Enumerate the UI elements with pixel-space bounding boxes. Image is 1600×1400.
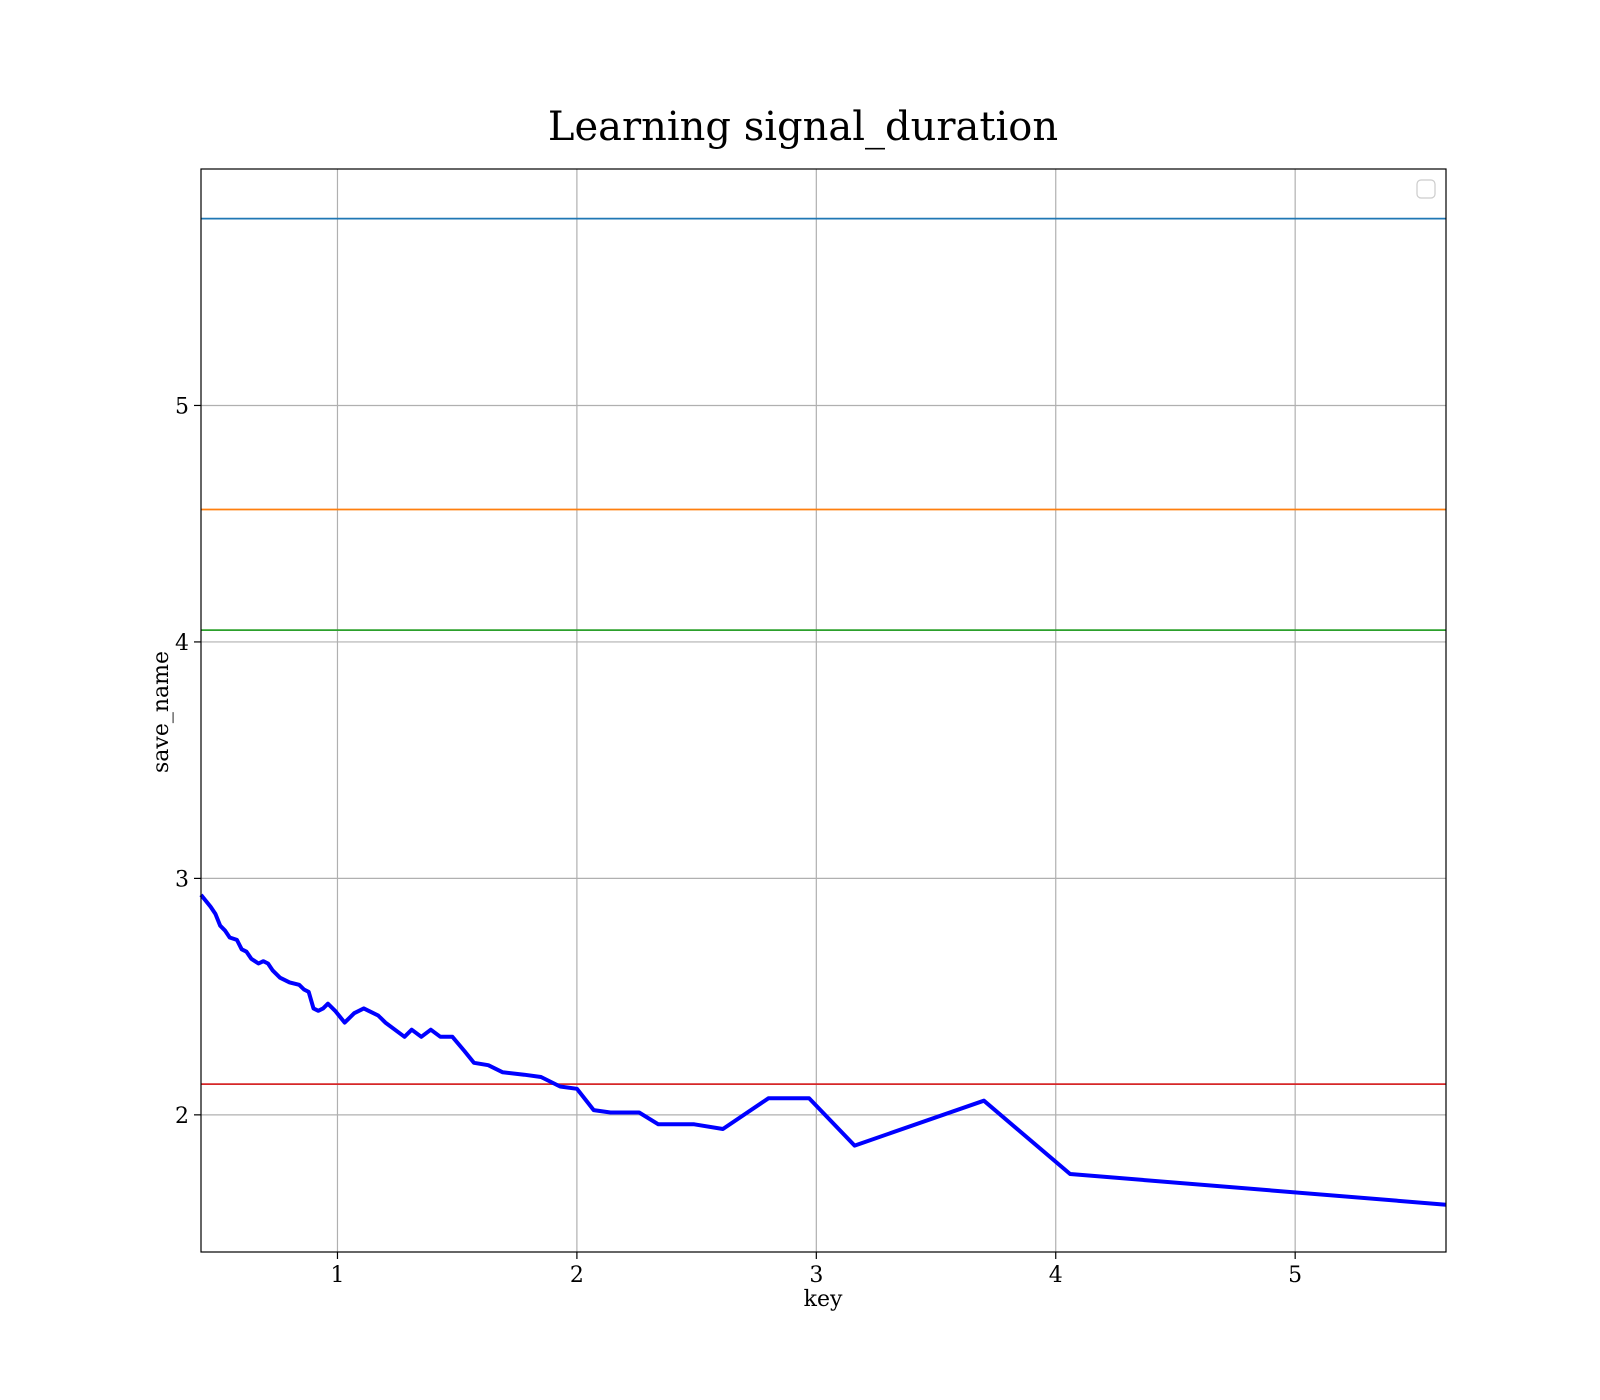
y-tick-label: 5 <box>175 394 189 419</box>
y-tick-label: 4 <box>175 631 189 656</box>
x-tick-label: 2 <box>570 1263 584 1288</box>
series-line <box>199 893 1447 1207</box>
ticks: 1 2 3 4 5 2 3 4 5 <box>175 394 1302 1288</box>
plot-frame <box>200 168 1447 1253</box>
x-tick-label: 3 <box>809 1263 823 1288</box>
y-tick-label: 2 <box>175 1104 189 1129</box>
x-tick-label: 1 <box>330 1263 344 1288</box>
y-axis-label: save_name <box>149 651 174 773</box>
x-tick-label: 5 <box>1288 1263 1302 1288</box>
grid <box>201 169 1446 1252</box>
reference-lines <box>201 217 1446 1086</box>
chart-title: Learning signal_duration <box>548 104 1058 150</box>
series-layer <box>199 893 1447 1207</box>
x-tick-label: 4 <box>1049 1263 1063 1288</box>
legend-box <box>1416 179 1436 199</box>
x-axis-label: key <box>804 1287 843 1312</box>
y-tick-label: 3 <box>175 867 189 892</box>
